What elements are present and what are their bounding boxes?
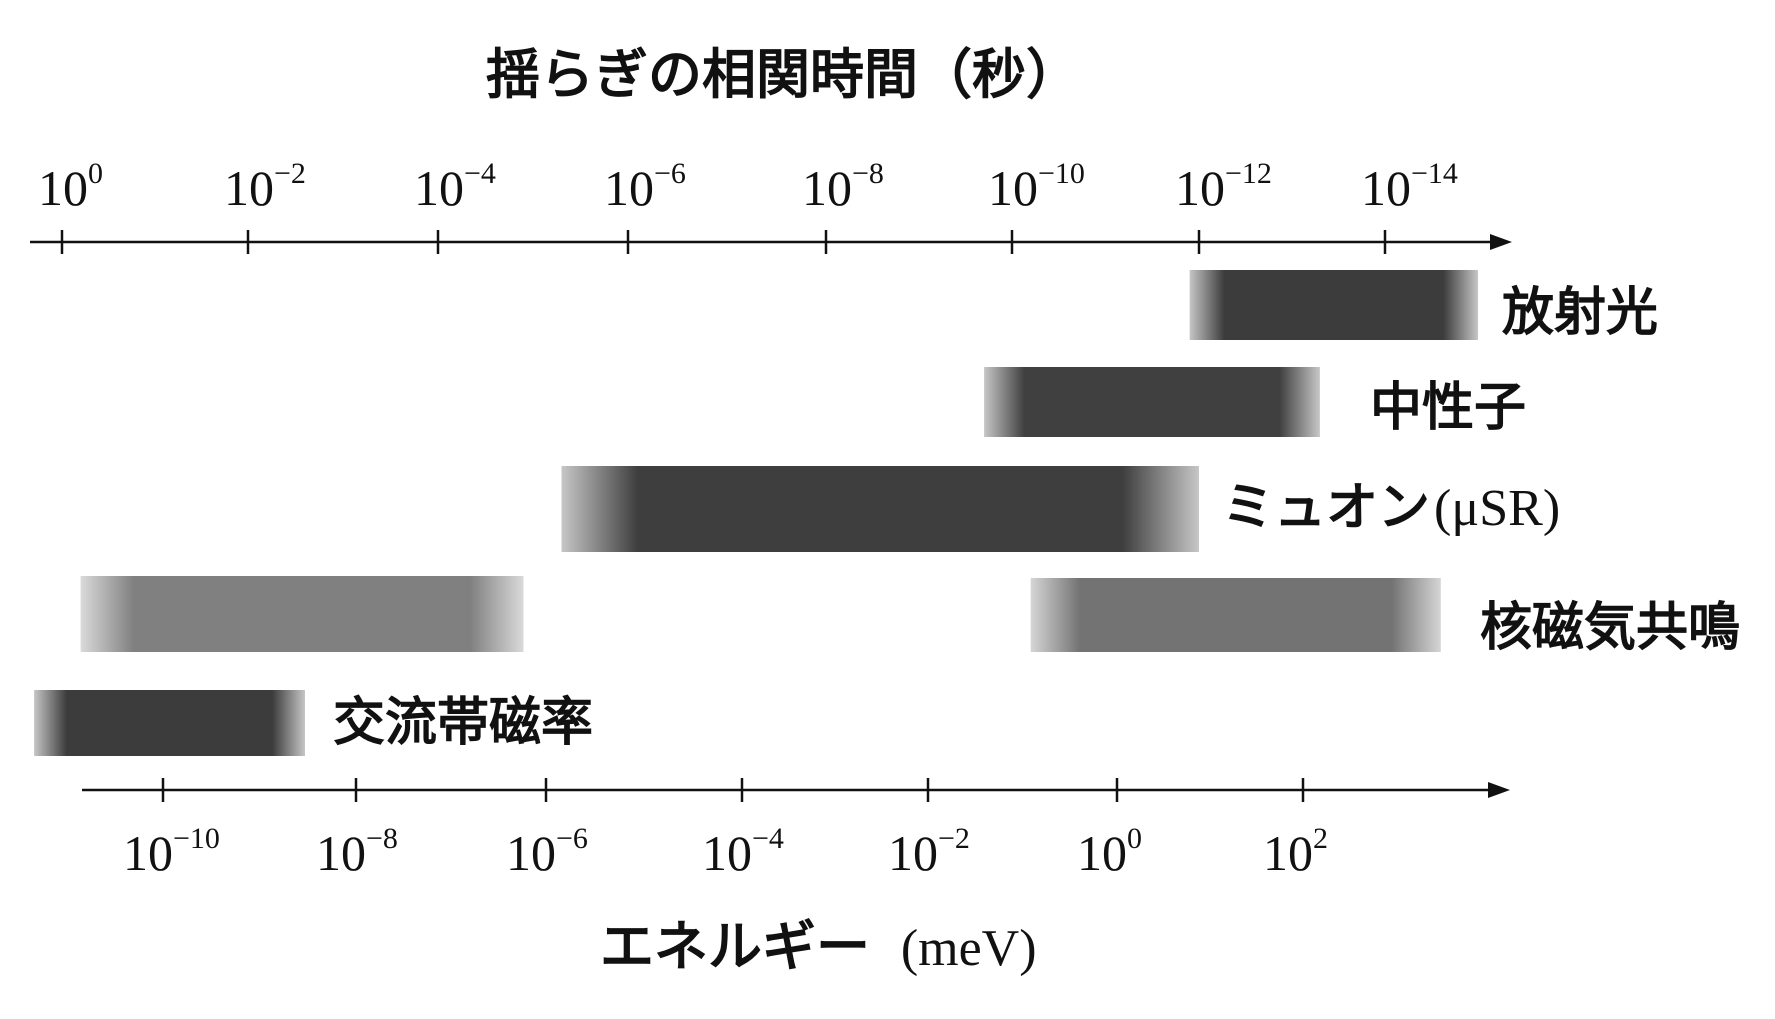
bottom-axis-tick-label: 10−10: [123, 822, 220, 881]
top-axis-arrowhead: [1490, 234, 1512, 250]
tick-label-base: 10: [38, 160, 88, 216]
tick-label-exponent: −8: [366, 822, 398, 855]
tick-label-exponent: 0: [88, 157, 103, 190]
tick-label-base: 10: [702, 825, 752, 881]
method-bar: [34, 690, 305, 756]
method-label-suffix: (μSR): [1434, 480, 1560, 537]
bottom-axis-tick-label: 10−8: [316, 822, 398, 881]
tick-label-exponent: 2: [1313, 822, 1328, 855]
method-label: 交流帯磁率: [333, 693, 593, 753]
tick-label-exponent: −10: [173, 822, 220, 855]
tick-label-base: 10: [1263, 825, 1313, 881]
method-label: 核磁気共鳴: [1480, 598, 1740, 658]
top-axis-tick-label: 100: [38, 157, 103, 216]
top-axis-tick-label: 10−10: [988, 157, 1085, 216]
top-axis-tick-label: 10−4: [414, 157, 496, 216]
tick-label-base: 10: [988, 160, 1038, 216]
method-label: ミュオン(μSR): [1222, 478, 1560, 538]
method-label-name: 交流帯磁率: [333, 693, 593, 753]
bottom-axis-tick-label: 102: [1263, 822, 1328, 881]
tick-label-base: 10: [414, 160, 464, 216]
method-label: 中性子: [1370, 378, 1526, 438]
tick-label-exponent: −12: [1225, 157, 1272, 190]
tick-label-exponent: −2: [938, 822, 970, 855]
tick-label-base: 10: [604, 160, 654, 216]
method-bar: [1189, 270, 1478, 340]
tick-label-base: 10: [1077, 825, 1127, 881]
top-axis: 100 10−2 10−4 10−6 10−8 10−10 10−12 10−14: [30, 157, 1512, 254]
method-bar: [561, 466, 1199, 552]
tick-label-base: 10: [1175, 160, 1225, 216]
method-label-name: ミュオン: [1222, 478, 1430, 538]
tick-label-exponent: −8: [852, 157, 884, 190]
bottom-axis: 10−10 10−8 10−6 10−4 10−2 100 102: [82, 778, 1510, 881]
top-axis-tick-label: 10−14: [1361, 157, 1458, 216]
top-axis-tick-label: 10−12: [1175, 157, 1272, 216]
method-label-name: 核磁気共鳴: [1480, 598, 1740, 658]
bottom-axis-tick-label: 100: [1077, 822, 1142, 881]
bottom-axis-title-unit: (meV): [901, 920, 1037, 977]
bottom-axis-title: エネルギー (meV): [600, 915, 1037, 978]
tick-label-base: 10: [802, 160, 852, 216]
bottom-axis-tick-label: 10−2: [888, 822, 970, 881]
tick-label-exponent: −10: [1038, 157, 1085, 190]
top-axis-tick-label: 10−8: [802, 157, 884, 216]
method-bar: [80, 576, 524, 652]
top-axis-tick-label: 10−6: [604, 157, 686, 216]
method-label-name: 放射光: [1502, 283, 1658, 343]
tick-label-exponent: −4: [464, 157, 496, 190]
tick-label-base: 10: [316, 825, 366, 881]
method-label: 放射光: [1502, 283, 1658, 343]
top-axis-title: 揺らぎの相関時間（秒）: [486, 43, 1080, 106]
method-label-name: 中性子: [1370, 378, 1526, 438]
tick-label-base: 10: [1361, 160, 1411, 216]
tick-label-base: 10: [123, 825, 173, 881]
bottom-axis-tick-label: 10−4: [702, 822, 784, 881]
tick-label-exponent: 0: [1127, 822, 1142, 855]
tick-label-base: 10: [224, 160, 274, 216]
tick-label-exponent: −6: [654, 157, 686, 190]
tick-label-base: 10: [888, 825, 938, 881]
method-bar: [984, 367, 1320, 437]
tick-label-exponent: −6: [556, 822, 588, 855]
tick-label-exponent: −4: [752, 822, 784, 855]
bottom-axis-title-prefix: エネルギー: [600, 915, 870, 978]
tick-label-exponent: −14: [1411, 157, 1458, 190]
method-bar: [1030, 578, 1441, 652]
tick-label-exponent: −2: [274, 157, 306, 190]
tick-label-base: 10: [506, 825, 556, 881]
top-axis-tick-label: 10−2: [224, 157, 306, 216]
method-bars: [34, 270, 1478, 756]
bottom-axis-arrowhead: [1488, 782, 1510, 798]
bottom-axis-tick-label: 10−6: [506, 822, 588, 881]
